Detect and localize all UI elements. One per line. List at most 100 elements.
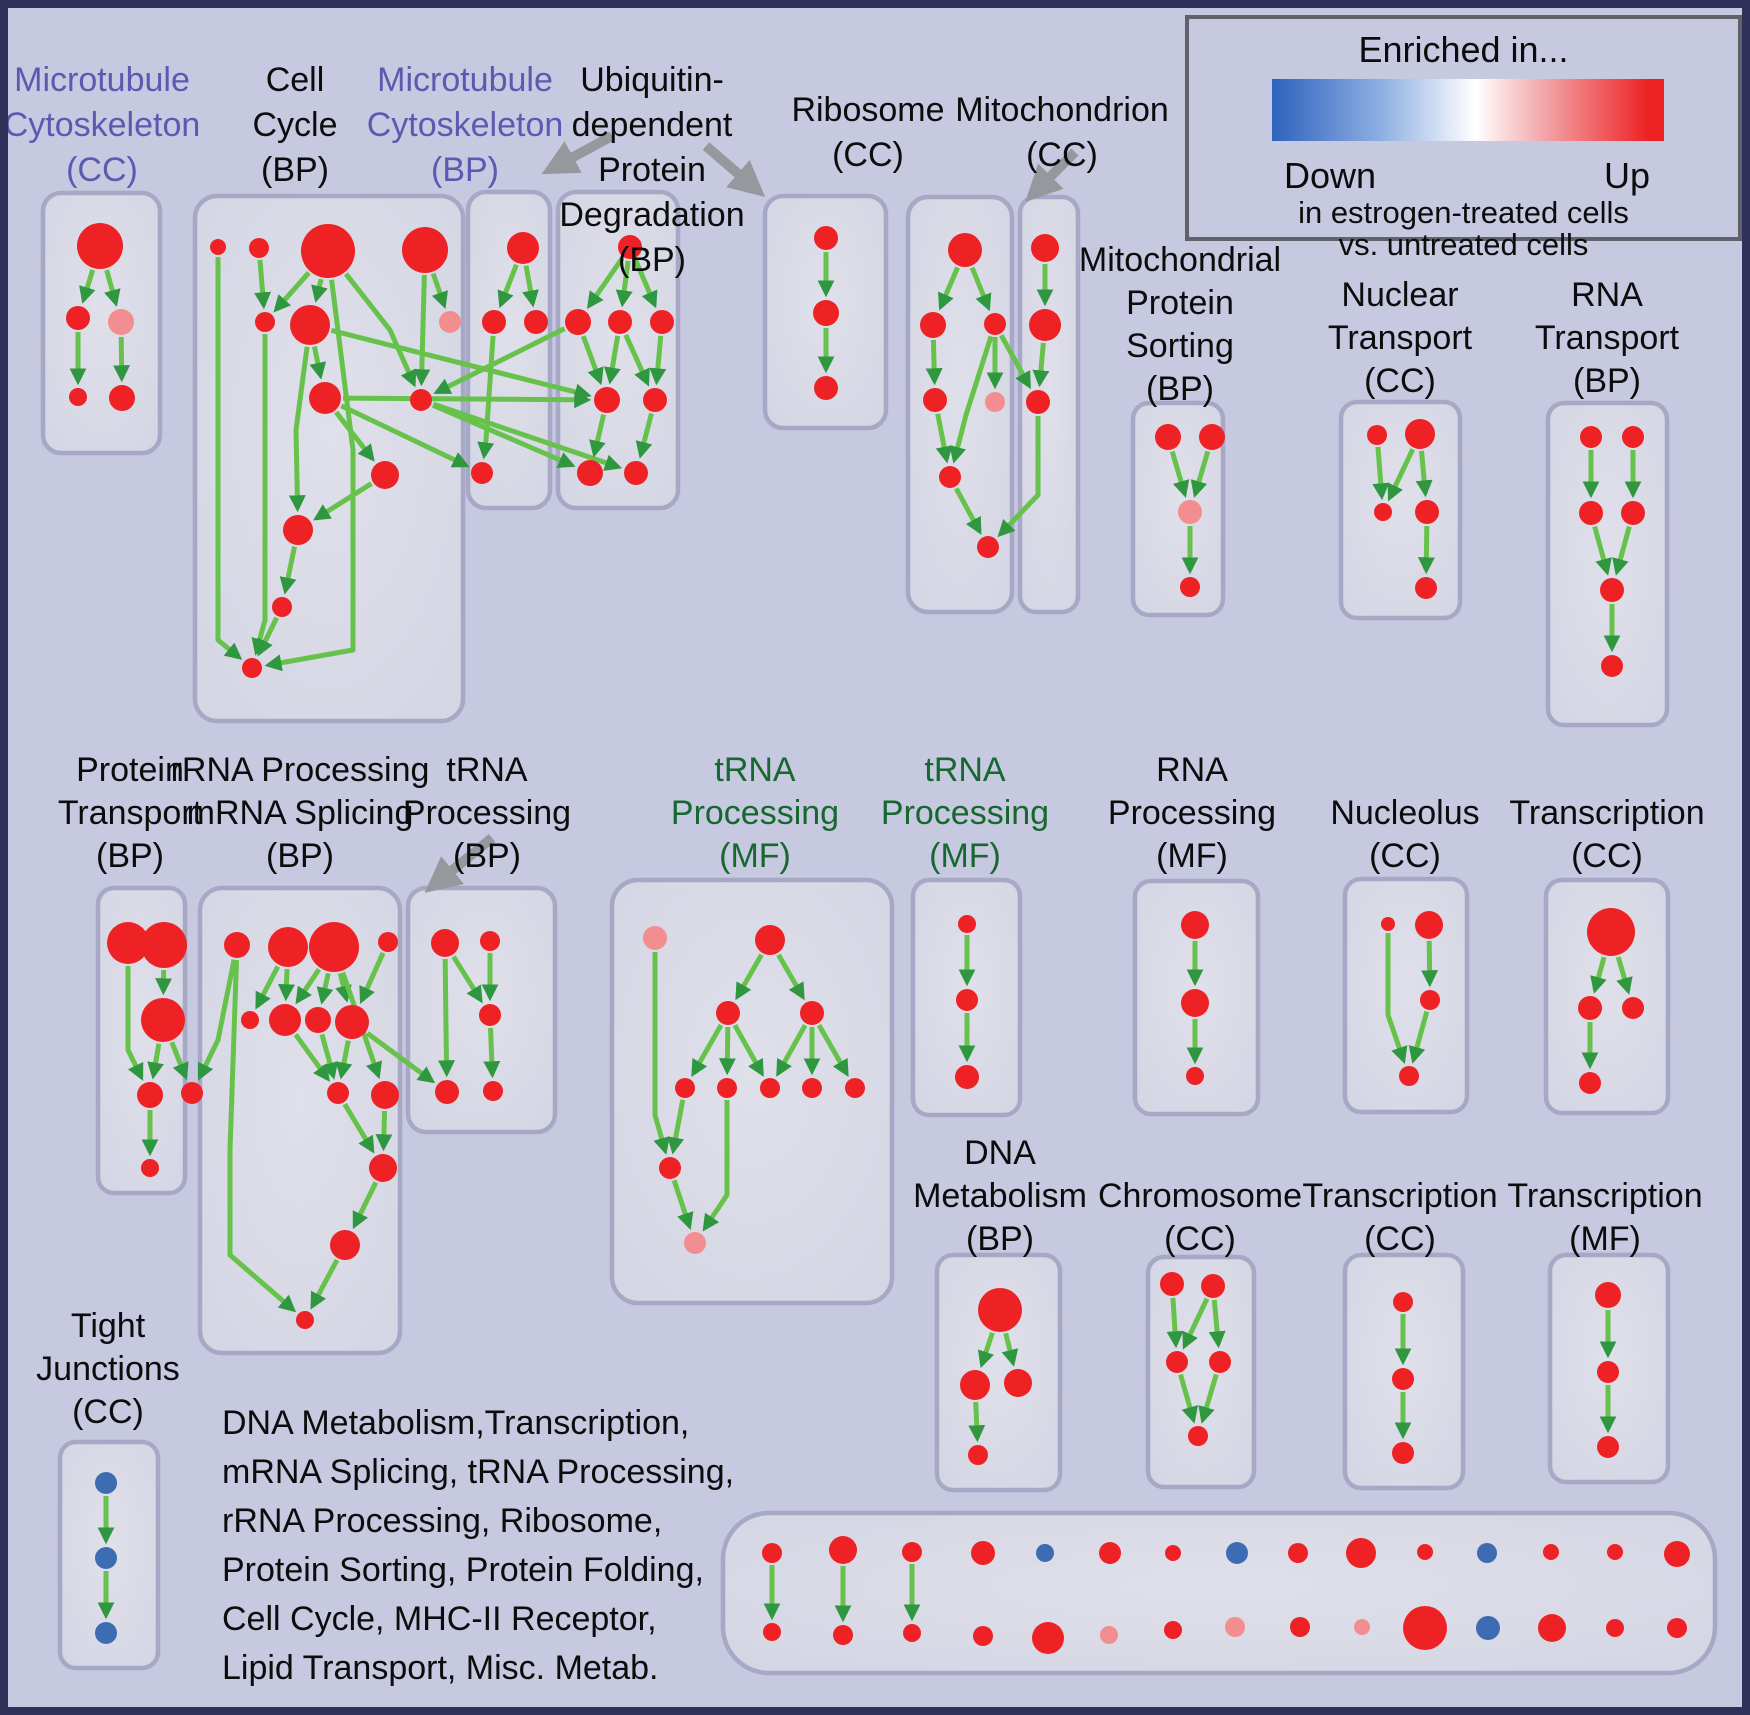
cluster-label-dna-metabolism: DNA — [964, 1134, 1036, 1172]
go-term-node — [920, 312, 946, 338]
edge-arrow — [1415, 450, 1433, 498]
edge-arrow — [1592, 525, 1612, 576]
cluster-label-ubiquitin: (BP) — [618, 241, 686, 279]
edge-arrow — [925, 339, 943, 386]
legend: Enriched in... Down Up in estrogen-treat… — [1185, 15, 1742, 262]
edge-arrow — [1001, 1332, 1019, 1367]
go-term-node — [971, 1541, 995, 1565]
edge-arrow — [718, 1026, 736, 1076]
go-term-node — [1600, 578, 1624, 602]
edge-arrow — [227, 959, 297, 1313]
edge-arrow — [586, 257, 625, 310]
edge-arrow — [949, 335, 994, 464]
go-term-node — [985, 392, 1005, 412]
go-term-node — [1099, 1542, 1121, 1564]
go-term-node — [1032, 1622, 1064, 1654]
edge-arrow — [215, 257, 243, 660]
go-term-node — [939, 466, 961, 488]
go-term-node — [1578, 996, 1602, 1020]
annotation-arrow-icon — [1025, 148, 1079, 202]
go-term-node — [224, 932, 250, 958]
go-term-node — [984, 313, 1006, 335]
cluster-label-mt-cc: Microtubule — [14, 61, 190, 99]
edge-arrow — [999, 334, 1032, 390]
edge-arrow — [1032, 342, 1050, 388]
edge-arrow — [977, 1331, 995, 1369]
go-term-node — [309, 382, 341, 414]
cluster-label-dna-metabolism: Metabolism — [913, 1177, 1087, 1215]
go-term-node — [480, 931, 500, 951]
edge-arrow — [603, 335, 621, 385]
go-term-node — [1166, 1351, 1188, 1373]
cluster-label-mito-sorting: (BP) — [1146, 370, 1214, 408]
go-term-node — [95, 1472, 117, 1494]
cluster-box-dna-metabolism — [934, 1252, 1063, 1493]
go-term-node — [378, 932, 398, 952]
cluster-label-rrna-mrna: rRNA Processing — [171, 751, 430, 789]
cluster-label-trna-bp: tRNA — [446, 751, 528, 789]
go-term-node — [1622, 997, 1644, 1019]
annotation-arrow-icon — [702, 142, 766, 198]
go-term-node — [833, 1625, 853, 1645]
edge-arrow — [816, 1023, 849, 1077]
go-term-node — [1607, 1544, 1623, 1560]
cluster-label-nuclear-transport: Transport — [1328, 319, 1473, 357]
cluster-box-transcription-cc-1 — [1543, 877, 1671, 1116]
cluster-label-rna-processing: RNA — [1156, 751, 1228, 789]
edge-arrow — [1182, 1297, 1210, 1350]
go-term-node — [624, 461, 648, 485]
go-term-node — [1595, 1282, 1621, 1308]
go-term-node — [335, 1005, 369, 1039]
go-term-node — [1579, 501, 1603, 525]
go-term-node — [1165, 1545, 1181, 1561]
go-term-node — [1288, 1543, 1308, 1563]
edge-arrow — [319, 1033, 339, 1080]
edge-arrow — [359, 951, 386, 1004]
go-term-node — [69, 388, 87, 406]
cluster-label-mt-bp: Cytoskeleton — [367, 106, 564, 144]
edge-arrow — [352, 1181, 379, 1230]
cluster-label-trna-mf-1: (MF) — [719, 837, 791, 875]
edge-arrow — [257, 616, 279, 657]
go-term-node — [1392, 1442, 1414, 1464]
edge-arrow — [483, 1027, 501, 1079]
go-term-node — [483, 1081, 503, 1101]
edge-arrow — [1169, 450, 1190, 498]
edge-arrow — [125, 966, 144, 1081]
edge-arrow — [671, 1179, 694, 1230]
cluster-label-trna-mf-2: Processing — [881, 794, 1049, 832]
go-term-node — [1476, 1616, 1500, 1640]
go-term-node — [296, 1311, 314, 1329]
go-term-node — [524, 310, 548, 334]
go-term-node — [717, 1078, 737, 1098]
go-term-node — [1420, 990, 1440, 1010]
go-term-node — [1374, 503, 1392, 521]
edge-arrow — [667, 1099, 686, 1155]
misc-clusters-note-line: Cell Cycle, MHC-II Receptor, — [222, 1600, 657, 1638]
edge-arrow — [343, 272, 417, 388]
edge-arrow — [497, 263, 519, 309]
go-term-node — [608, 310, 632, 334]
edge-arrow — [691, 1023, 724, 1077]
go-term-node — [301, 224, 355, 278]
go-term-node — [482, 310, 506, 334]
go-term-node — [643, 926, 667, 950]
cluster-box-nucleolus — [1342, 876, 1470, 1115]
cluster-label-protein-transport: Transport — [58, 794, 203, 832]
cluster-label-transcription-cc-2: Transcription — [1302, 1177, 1497, 1215]
go-term-node — [369, 1154, 397, 1182]
cluster-label-rna-transport: (BP) — [1573, 362, 1641, 400]
go-term-node — [1180, 577, 1200, 597]
go-term-node — [684, 1232, 706, 1254]
misc-clusters-note-line: mRNA Splicing, tRNA Processing, — [222, 1453, 734, 1491]
go-term-node — [241, 1011, 259, 1029]
go-term-node — [1405, 419, 1435, 449]
go-term-node — [903, 1624, 921, 1642]
go-term-node — [1209, 1351, 1231, 1373]
go-term-node — [1621, 501, 1645, 525]
go-term-node — [1580, 426, 1602, 448]
go-term-node — [1538, 1614, 1566, 1642]
go-term-node — [814, 376, 838, 400]
misc-clusters-note-line: rRNA Processing, Ribosome, — [222, 1502, 662, 1540]
edge-arrow — [255, 965, 281, 1010]
